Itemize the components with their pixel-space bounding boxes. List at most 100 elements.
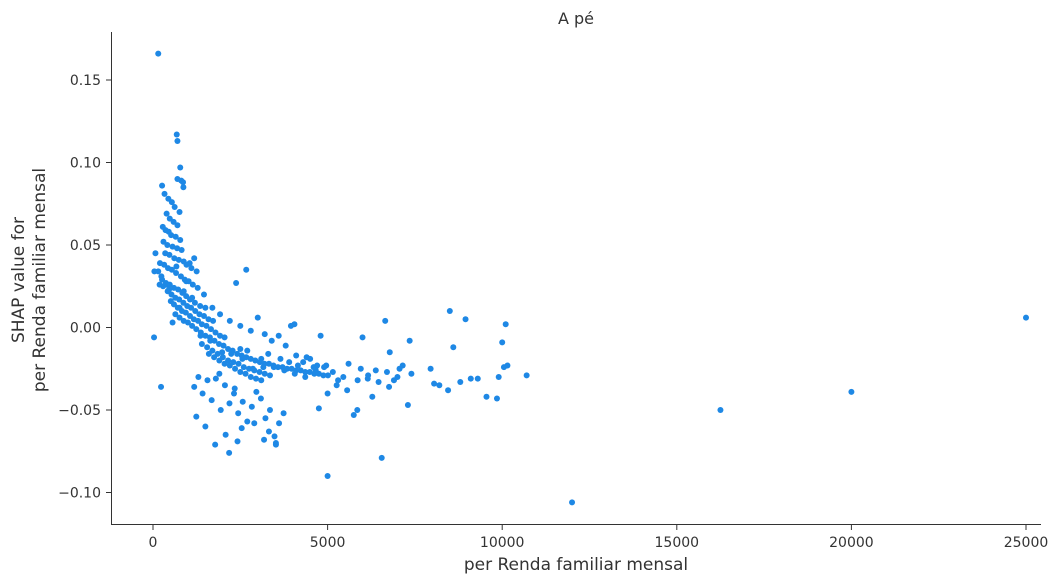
data-point <box>265 360 272 367</box>
data-point <box>188 304 195 311</box>
y-tick-label: 0.00 <box>70 321 101 337</box>
data-point <box>396 365 403 372</box>
data-point <box>450 344 457 351</box>
data-point <box>169 243 176 250</box>
data-point <box>286 359 293 366</box>
data-point <box>173 270 180 277</box>
data-point <box>266 372 273 379</box>
data-point <box>317 332 324 339</box>
data-point <box>523 372 530 379</box>
data-point <box>217 311 224 318</box>
data-point <box>177 164 184 171</box>
data-point <box>231 385 238 392</box>
data-point <box>291 370 298 377</box>
data-point <box>262 415 269 422</box>
data-point <box>345 360 352 367</box>
data-point <box>195 374 202 380</box>
data-point <box>1023 314 1029 321</box>
data-point <box>324 390 331 397</box>
data-point <box>404 402 411 409</box>
data-point <box>253 388 260 395</box>
data-point <box>177 237 184 244</box>
x-tick-label: 5000 <box>310 535 346 551</box>
x-tick-label: 10000 <box>480 535 525 551</box>
data-point <box>235 410 242 417</box>
data-point <box>386 383 393 390</box>
data-point <box>212 375 219 382</box>
data-point <box>182 309 189 316</box>
data-point <box>193 268 200 275</box>
data-point <box>208 397 215 404</box>
data-point <box>312 367 319 374</box>
data-point <box>462 316 469 323</box>
data-point <box>252 357 259 364</box>
data-point <box>183 278 190 285</box>
data-point <box>383 369 390 376</box>
data-point <box>237 322 244 329</box>
data-point <box>242 370 249 377</box>
data-point <box>221 382 228 389</box>
data-point <box>169 319 176 326</box>
data-point <box>431 380 438 387</box>
data-point <box>238 425 245 432</box>
data-point <box>158 273 165 280</box>
data-point <box>335 377 342 384</box>
axis-ticks: 0 5000 10000 15000 20000 25000 −0.10 −0.05 0.00 0… <box>58 73 1048 551</box>
data-point <box>474 375 481 382</box>
data-point <box>281 367 288 374</box>
data-point <box>173 131 180 138</box>
data-point <box>375 378 382 385</box>
data-point <box>268 337 275 344</box>
data-point <box>240 364 247 371</box>
data-point <box>275 332 282 339</box>
data-point <box>247 374 254 380</box>
data-point <box>180 288 187 295</box>
data-point <box>302 369 309 376</box>
data-point <box>205 316 212 323</box>
data-point <box>499 339 506 346</box>
data-point <box>323 362 330 369</box>
data-point <box>200 312 207 319</box>
data-point <box>203 322 210 329</box>
y-tick-label: −0.05 <box>58 403 101 419</box>
data-point <box>193 326 200 333</box>
data-point <box>175 286 182 293</box>
data-point <box>175 256 182 263</box>
data-point <box>329 369 336 376</box>
data-point <box>248 403 255 410</box>
data-point <box>212 329 219 336</box>
data-point <box>243 266 250 273</box>
data-point <box>436 382 443 389</box>
data-point <box>350 411 357 418</box>
x-tick-label: 15000 <box>655 535 700 551</box>
data-point <box>253 375 260 382</box>
data-point <box>166 251 173 258</box>
data-point <box>226 362 233 369</box>
data-point <box>408 370 415 377</box>
y-axis-title-line2: per Renda familiar mensal <box>30 168 50 392</box>
y-axis-title-line1: SHAP value for <box>9 217 29 343</box>
data-point <box>282 342 289 349</box>
data-point <box>164 242 171 248</box>
data-point <box>194 284 201 291</box>
data-point <box>193 413 200 420</box>
data-point <box>197 332 204 339</box>
data-point <box>196 311 203 318</box>
data-point <box>254 314 261 321</box>
data-point <box>354 407 361 413</box>
data-point <box>189 294 196 301</box>
data-point <box>276 420 283 427</box>
data-point <box>204 377 211 384</box>
data-point <box>211 354 218 361</box>
data-point <box>176 314 183 321</box>
data-point <box>291 321 298 328</box>
data-point <box>272 441 279 448</box>
chart-title: A pé <box>558 9 594 28</box>
data-point <box>280 410 287 417</box>
data-point <box>365 372 372 379</box>
data-point <box>191 383 198 390</box>
data-point <box>176 296 183 303</box>
data-point <box>357 365 364 372</box>
data-point <box>216 370 223 377</box>
